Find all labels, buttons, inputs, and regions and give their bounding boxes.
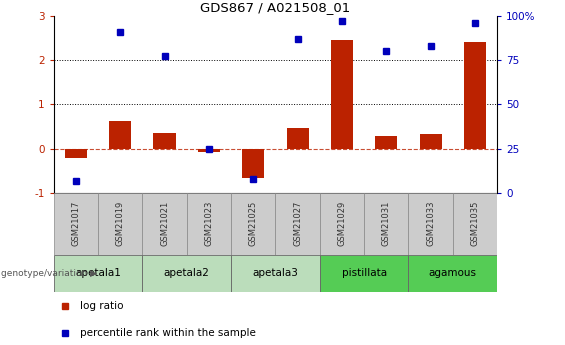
Bar: [420, 134, 442, 149]
Text: log ratio: log ratio: [80, 302, 124, 312]
Text: GSM21019: GSM21019: [116, 200, 125, 246]
Text: GSM21029: GSM21029: [337, 200, 346, 246]
Text: apetala2: apetala2: [164, 268, 210, 278]
Bar: [464, 42, 486, 149]
Text: pistillata: pistillata: [342, 268, 386, 278]
Bar: [364, 193, 408, 255]
Text: GSM21025: GSM21025: [249, 200, 258, 246]
Bar: [331, 40, 353, 149]
Text: apetala3: apetala3: [253, 268, 298, 278]
Bar: [186, 193, 231, 255]
Bar: [142, 255, 231, 292]
Text: GSM21021: GSM21021: [160, 200, 169, 246]
Bar: [54, 193, 98, 255]
Title: GDS867 / A021508_01: GDS867 / A021508_01: [201, 1, 350, 14]
Bar: [98, 193, 142, 255]
Bar: [142, 193, 186, 255]
Text: GSM21035: GSM21035: [471, 200, 480, 246]
Text: GSM21031: GSM21031: [382, 200, 391, 246]
Bar: [276, 193, 320, 255]
Text: genotype/variation ▶: genotype/variation ▶: [1, 269, 97, 278]
Bar: [65, 149, 87, 158]
Bar: [54, 255, 142, 292]
Text: percentile rank within the sample: percentile rank within the sample: [80, 328, 256, 338]
Bar: [231, 255, 320, 292]
Bar: [408, 193, 453, 255]
Bar: [286, 128, 308, 149]
Text: GSM21017: GSM21017: [71, 200, 80, 246]
Bar: [242, 149, 264, 178]
Bar: [453, 193, 497, 255]
Bar: [320, 255, 408, 292]
Text: GSM21033: GSM21033: [426, 200, 435, 246]
Bar: [231, 193, 276, 255]
Bar: [154, 133, 176, 149]
Text: GSM21023: GSM21023: [205, 200, 214, 246]
Bar: [198, 149, 220, 152]
Bar: [408, 255, 497, 292]
Bar: [375, 136, 397, 149]
Text: apetala1: apetala1: [75, 268, 121, 278]
Text: agamous: agamous: [429, 268, 477, 278]
Text: GSM21027: GSM21027: [293, 200, 302, 246]
Bar: [320, 193, 364, 255]
Bar: [109, 121, 131, 149]
